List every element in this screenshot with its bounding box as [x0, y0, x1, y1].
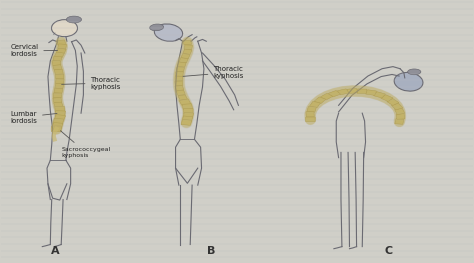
FancyBboxPatch shape — [183, 40, 191, 45]
FancyBboxPatch shape — [55, 83, 64, 89]
Ellipse shape — [52, 20, 77, 37]
Text: Cervical
lordosis: Cervical lordosis — [10, 44, 57, 57]
FancyBboxPatch shape — [337, 89, 349, 95]
FancyBboxPatch shape — [54, 102, 63, 108]
FancyBboxPatch shape — [54, 115, 65, 121]
FancyBboxPatch shape — [52, 126, 61, 132]
FancyBboxPatch shape — [307, 107, 316, 112]
FancyBboxPatch shape — [56, 74, 64, 79]
FancyBboxPatch shape — [392, 103, 403, 110]
FancyBboxPatch shape — [306, 112, 314, 117]
FancyBboxPatch shape — [54, 93, 62, 98]
FancyBboxPatch shape — [347, 88, 358, 94]
FancyBboxPatch shape — [53, 118, 64, 125]
Ellipse shape — [155, 24, 182, 41]
FancyBboxPatch shape — [55, 69, 63, 74]
FancyBboxPatch shape — [178, 95, 187, 100]
FancyBboxPatch shape — [387, 99, 399, 105]
FancyBboxPatch shape — [55, 111, 65, 117]
FancyBboxPatch shape — [52, 123, 63, 129]
FancyBboxPatch shape — [57, 40, 66, 45]
Text: Thoracic
kyphosis: Thoracic kyphosis — [62, 77, 121, 90]
FancyBboxPatch shape — [183, 112, 193, 118]
FancyBboxPatch shape — [175, 81, 183, 86]
Ellipse shape — [66, 16, 82, 23]
FancyBboxPatch shape — [395, 108, 405, 114]
FancyBboxPatch shape — [54, 88, 63, 93]
Ellipse shape — [150, 24, 164, 31]
FancyBboxPatch shape — [320, 93, 333, 100]
FancyBboxPatch shape — [179, 99, 191, 105]
FancyBboxPatch shape — [179, 58, 188, 63]
Ellipse shape — [394, 73, 423, 91]
FancyBboxPatch shape — [182, 104, 192, 109]
FancyBboxPatch shape — [395, 119, 404, 124]
FancyBboxPatch shape — [175, 77, 182, 81]
FancyBboxPatch shape — [53, 65, 62, 70]
FancyBboxPatch shape — [181, 54, 190, 59]
Text: Sacrococcygeal
kyphosis: Sacrococcygeal kyphosis — [61, 131, 110, 158]
Text: C: C — [384, 246, 392, 256]
FancyBboxPatch shape — [183, 49, 192, 54]
FancyBboxPatch shape — [396, 114, 405, 119]
FancyBboxPatch shape — [53, 56, 62, 61]
FancyBboxPatch shape — [381, 95, 393, 101]
FancyBboxPatch shape — [328, 90, 340, 97]
FancyBboxPatch shape — [374, 92, 385, 98]
FancyBboxPatch shape — [176, 67, 184, 72]
FancyBboxPatch shape — [357, 89, 367, 94]
FancyBboxPatch shape — [175, 85, 183, 90]
FancyBboxPatch shape — [56, 48, 66, 54]
FancyBboxPatch shape — [314, 97, 326, 104]
FancyBboxPatch shape — [182, 116, 193, 122]
FancyBboxPatch shape — [176, 90, 185, 95]
Text: Lumbar
lordosis: Lumbar lordosis — [10, 111, 57, 124]
FancyBboxPatch shape — [53, 98, 62, 103]
FancyBboxPatch shape — [310, 102, 320, 108]
FancyBboxPatch shape — [58, 44, 66, 49]
FancyBboxPatch shape — [55, 79, 64, 84]
FancyBboxPatch shape — [306, 117, 315, 122]
FancyBboxPatch shape — [52, 60, 61, 65]
FancyBboxPatch shape — [175, 72, 183, 76]
Text: Thoracic
kyphosis: Thoracic kyphosis — [183, 66, 244, 79]
Text: A: A — [51, 246, 59, 256]
FancyBboxPatch shape — [55, 52, 64, 58]
Ellipse shape — [408, 69, 421, 75]
FancyBboxPatch shape — [181, 119, 192, 125]
FancyBboxPatch shape — [365, 90, 376, 95]
Text: B: B — [207, 246, 215, 256]
FancyBboxPatch shape — [183, 108, 193, 114]
FancyBboxPatch shape — [177, 62, 186, 67]
FancyBboxPatch shape — [184, 45, 192, 50]
FancyBboxPatch shape — [55, 106, 65, 112]
